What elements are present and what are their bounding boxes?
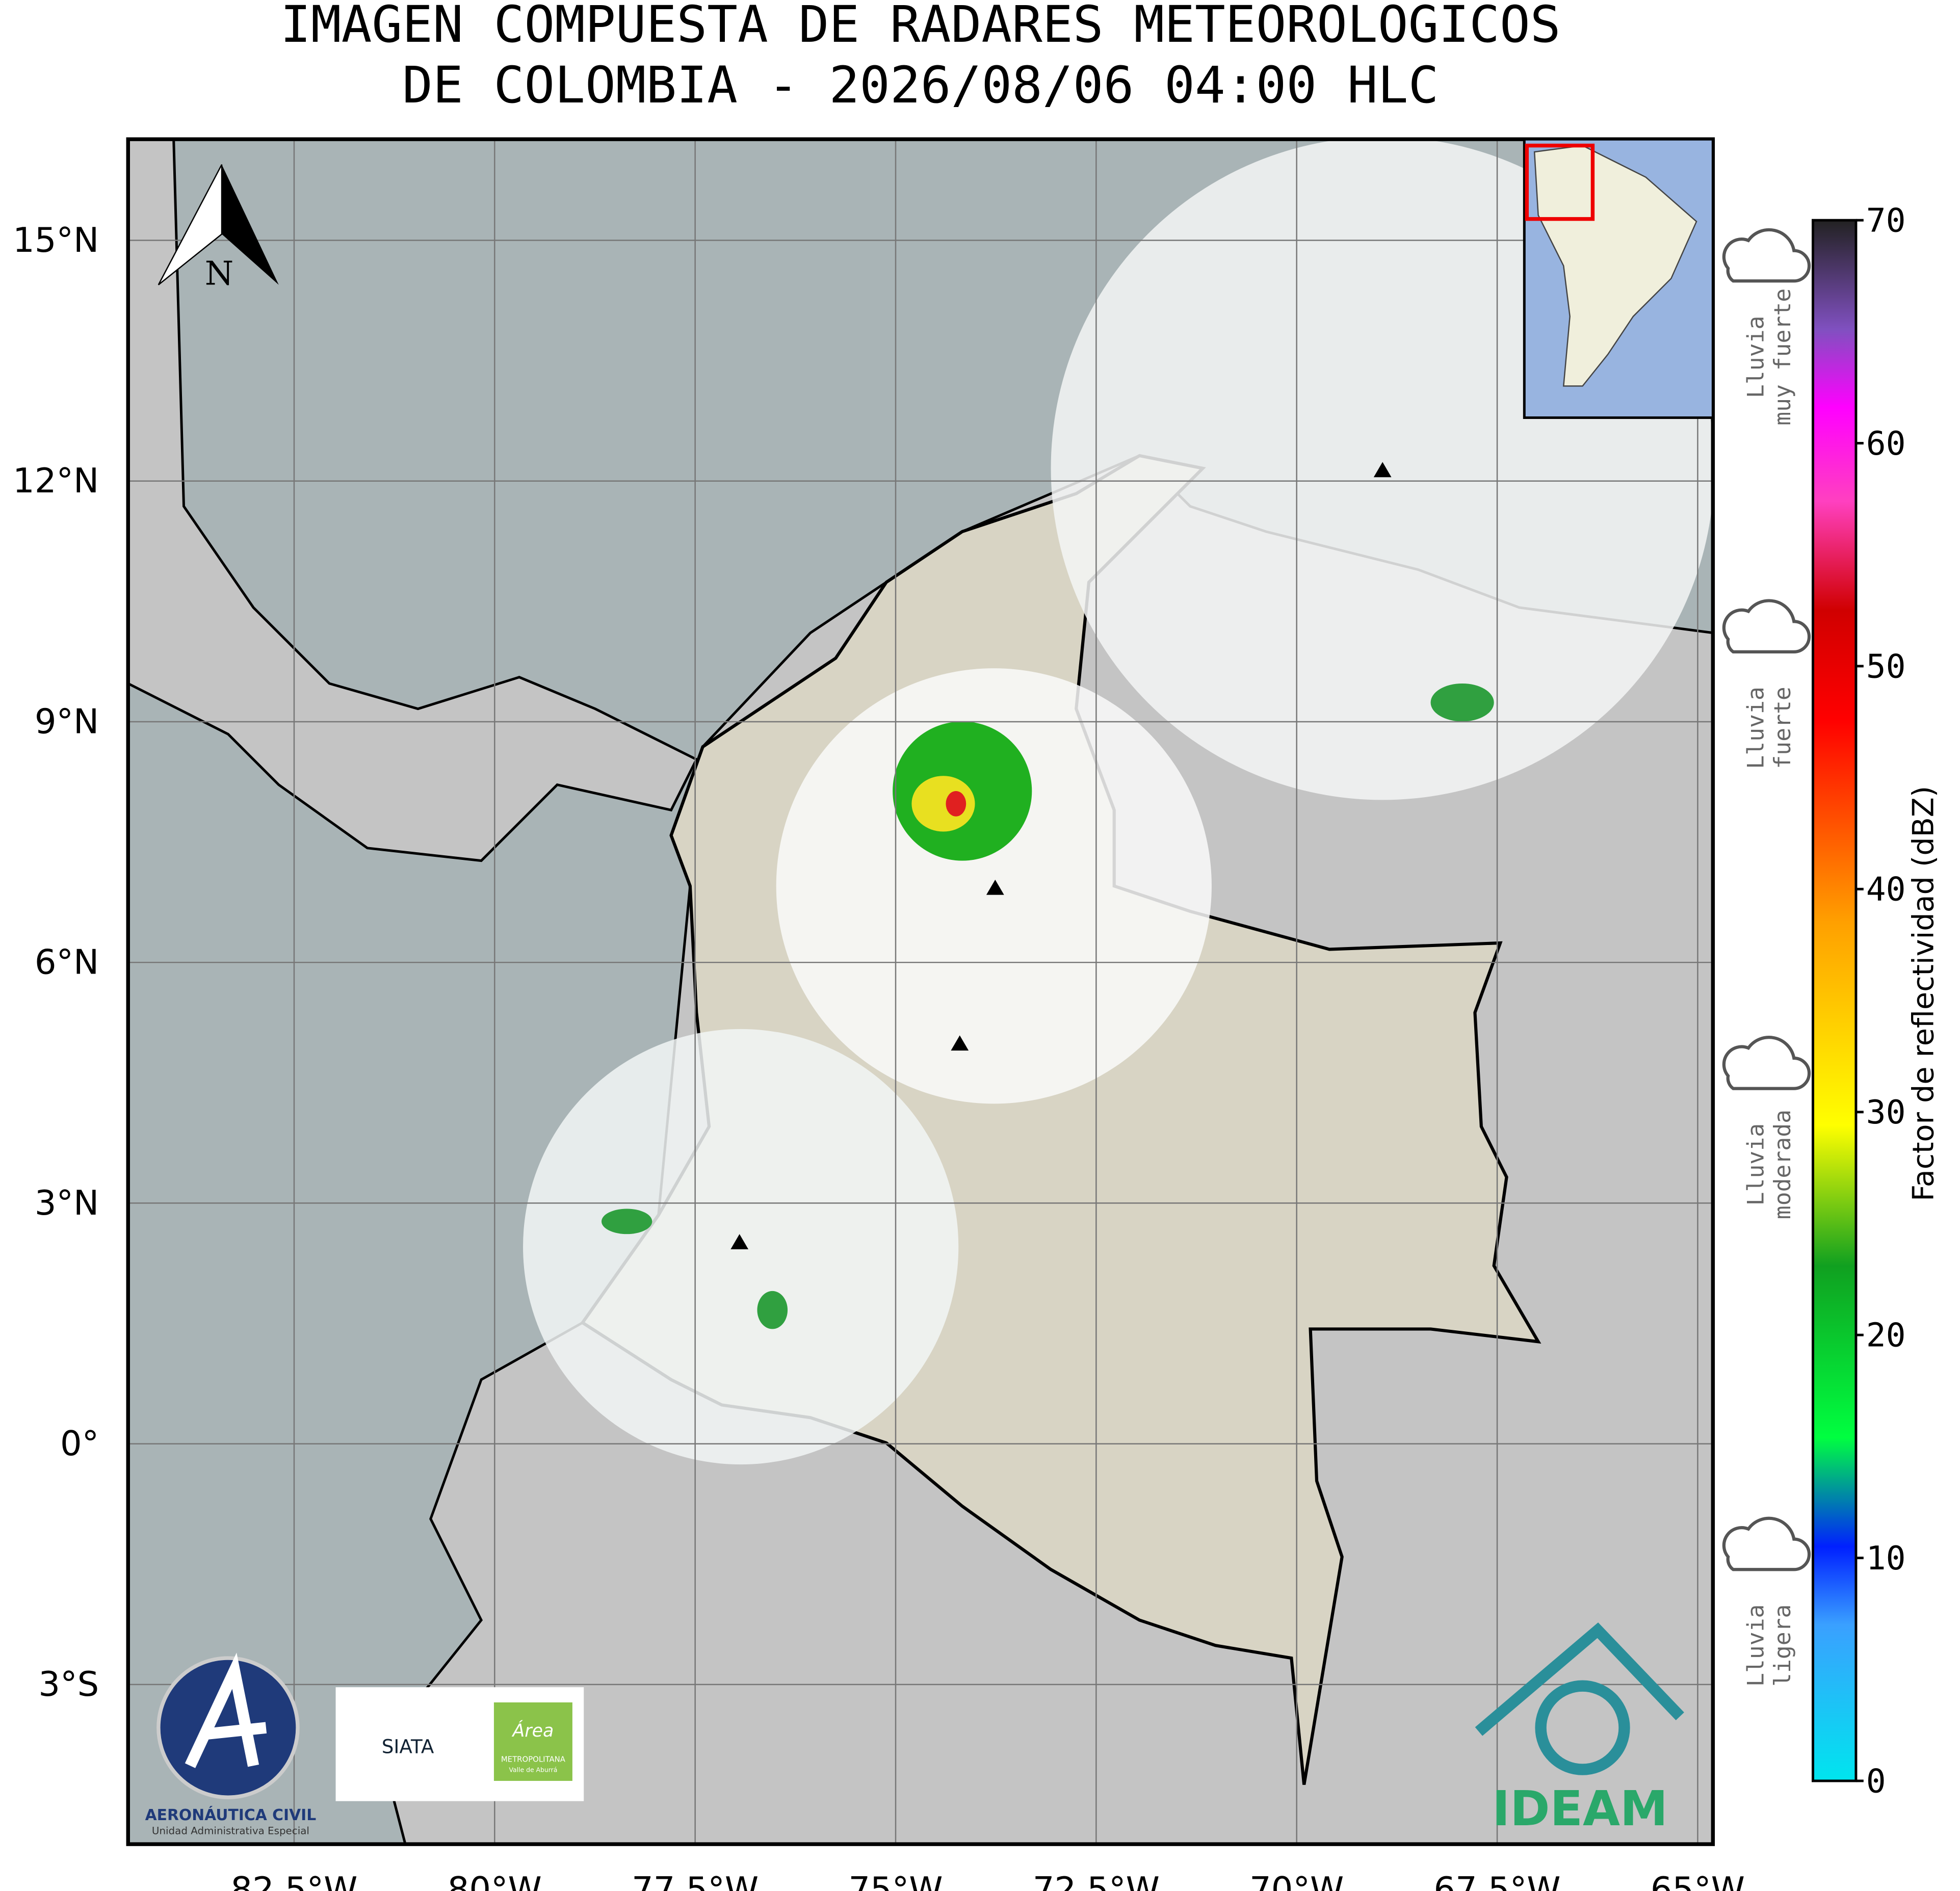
rain-label: fuerte: [1769, 687, 1796, 769]
colorbar-tick-label: 70: [1866, 201, 1906, 240]
colorbar-tick-label: 30: [1866, 1093, 1906, 1132]
x-tick-label: 67.5°W: [1434, 1870, 1561, 1891]
precipitation: [757, 1291, 788, 1329]
precipitation: [1430, 683, 1494, 722]
colorbar: [1812, 219, 1858, 1782]
area-sub: METROPOLITANA: [501, 1755, 566, 1764]
x-tick-label: 82.5°W: [230, 1870, 357, 1891]
y-tick-label: 3°N: [35, 1183, 99, 1223]
north-arrow: [222, 164, 279, 285]
x-tick-label: 72.5°W: [1033, 1870, 1160, 1891]
ideam-logo: [1535, 1680, 1630, 1775]
x-tick-label: 77.5°W: [632, 1870, 759, 1891]
rain-icon: [1722, 1516, 1811, 1571]
colorbar-tick-label: 40: [1866, 871, 1906, 909]
aerocivil-sub: Unidad Administrativa Especial: [152, 1825, 309, 1836]
colorbar-tick-label: 60: [1866, 425, 1906, 463]
precipitation: [911, 776, 975, 832]
ideam-logo: [1475, 1622, 1684, 1736]
rain-icon: [1722, 228, 1811, 283]
y-tick-label: 12°N: [13, 461, 99, 501]
y-tick-label: 9°N: [35, 701, 99, 741]
grid: [128, 139, 1713, 1845]
area-text: Área: [512, 1720, 554, 1741]
y-tick-label: 0°: [60, 1424, 99, 1463]
rain-icon: [1722, 1036, 1811, 1090]
area-sub: Valle de Aburrá: [509, 1766, 557, 1774]
siata-text: SIATA: [382, 1735, 434, 1757]
inset-continent: [1533, 145, 1697, 387]
title: DE COLOMBIA - 2026/08/06 04:00 HLC: [402, 56, 1439, 115]
aerocivil-logo: [185, 1652, 267, 1768]
colorbar-tick-label: 20: [1866, 1316, 1906, 1354]
rain-icon: [1722, 599, 1811, 653]
colorbar-tick-label: 10: [1866, 1539, 1906, 1578]
colorbar-label: Factor de reflectividad (dBZ): [1906, 786, 1940, 1201]
central-america: [128, 139, 698, 862]
map-body: [128, 139, 1713, 1845]
colorbar-tick-label: 0: [1866, 1762, 1886, 1800]
rain-label: muy fuerte: [1769, 288, 1796, 426]
rain-label: Lluvia: [1743, 1605, 1769, 1687]
rain-label: Lluvia: [1743, 687, 1769, 769]
precipitation: [946, 791, 966, 817]
rain-label: ligera: [1769, 1605, 1796, 1687]
ideam-text: IDEAM: [1492, 1781, 1668, 1837]
colorbar-tick-label: 50: [1866, 647, 1906, 686]
y-tick-label: 3°S: [38, 1664, 99, 1704]
y-tick-label: 15°N: [13, 220, 99, 260]
x-tick-label: 75°W: [848, 1870, 943, 1891]
map-frame: [126, 137, 1715, 1846]
area-logo: [493, 1702, 572, 1781]
x-tick-label: 80°W: [448, 1870, 542, 1891]
aerocivil-text: AERONÁUTICA CIVIL: [145, 1806, 317, 1824]
title: IMAGEN COMPUESTA DE RADARES METEOROLOGIC…: [280, 0, 1561, 54]
precipitation: [602, 1209, 652, 1235]
inset-extent: [1525, 143, 1595, 221]
rain-label: Lluvia: [1743, 1123, 1769, 1205]
x-tick-label: 65°W: [1651, 1870, 1745, 1891]
north-label: N: [205, 255, 233, 293]
rain-label: moderada: [1769, 1110, 1796, 1219]
y-tick-label: 6°N: [35, 942, 99, 982]
x-tick-label: 70°W: [1249, 1870, 1344, 1891]
rain-label: Lluvia: [1743, 316, 1769, 398]
